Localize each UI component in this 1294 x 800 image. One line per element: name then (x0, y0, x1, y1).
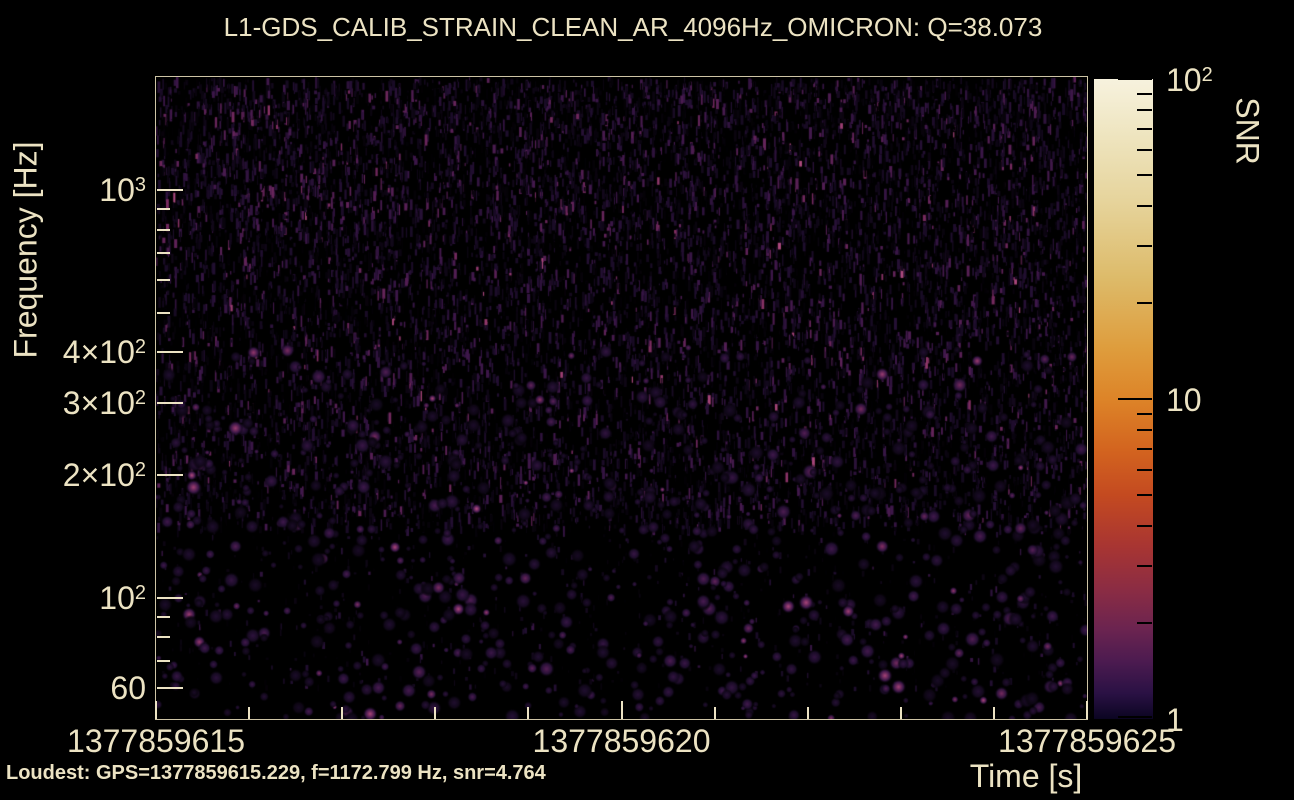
colorbar-minor-tick (1137, 565, 1152, 568)
y-axis-major-tick (157, 596, 183, 599)
y-axis-minor-tick (157, 636, 170, 639)
colorbar-major-tick (1118, 398, 1152, 400)
colorbar-tick-label: 10 (1166, 382, 1202, 418)
colorbar-minor-tick (1137, 447, 1152, 450)
loudest-annotation: Loudest: GPS=1377859615.229, f=1172.799 … (6, 762, 546, 784)
colorbar-minor-tick (1137, 148, 1152, 151)
x-axis-tick-label: 1377859625 (998, 723, 1176, 759)
colorbar-minor-tick (1137, 494, 1152, 497)
x-axis-major-tick (1086, 701, 1088, 719)
exponent: 2 (134, 387, 146, 410)
x-axis-minor-tick (434, 707, 437, 719)
x-axis-tick-label: 1377859620 (532, 723, 711, 759)
y-axis-minor-tick (157, 279, 170, 282)
y-axis-tick-label: 103 (99, 171, 146, 208)
colorbar-minor-tick (1137, 412, 1152, 415)
y-axis-major-tick (157, 188, 183, 191)
y-axis-major-tick (157, 474, 183, 477)
y-axis-major-tick (157, 687, 183, 690)
y-axis-tick-label: 60 (110, 670, 146, 707)
exponent: 2 (134, 336, 146, 359)
y-axis-minor-tick (157, 207, 170, 210)
exponent: 2 (134, 581, 146, 604)
plot-frame (155, 76, 1088, 720)
exponent: 3 (134, 173, 146, 196)
colorbar-minor-tick (1137, 92, 1152, 95)
y-axis-minor-tick (157, 311, 170, 314)
colorbar-tick-label: 102 (1166, 62, 1213, 98)
exponent: 2 (1201, 64, 1213, 86)
colorbar-minor-tick (1137, 127, 1152, 130)
y-axis-minor-tick (157, 252, 170, 255)
y-axis-major-tick (157, 351, 183, 354)
x-axis-minor-tick (527, 707, 530, 719)
colorbar-minor-tick (1137, 109, 1152, 111)
x-axis-minor-tick (248, 707, 251, 719)
y-axis-tick-label: 102 (99, 579, 146, 616)
colorbar-major-tick (1118, 716, 1152, 718)
colorbar-minor-tick (1137, 429, 1152, 431)
spectrogram-canvas (156, 77, 1087, 719)
y-axis-minor-tick (157, 228, 170, 231)
colorbar-minor-tick (1137, 301, 1152, 304)
colorbar-minor-tick (1137, 525, 1152, 528)
x-axis-tick-label: 1377859615 (67, 723, 245, 759)
y-axis-major-tick (157, 402, 183, 405)
colorbar-minor-tick (1137, 205, 1152, 208)
colorbar-minor-tick (1137, 245, 1152, 248)
colorbar-minor-tick (1137, 621, 1152, 624)
x-axis-minor-tick (341, 707, 344, 719)
colorbar-minor-tick (1137, 174, 1152, 177)
x-axis-major-tick (620, 701, 623, 719)
x-axis-minor-tick (806, 707, 809, 719)
y-axis-tick-label: 2×102 (62, 457, 146, 494)
colorbar-minor-tick (1137, 468, 1152, 471)
x-axis-minor-tick (992, 707, 995, 719)
colorbar-major-tick (1118, 78, 1152, 80)
y-axis-minor-tick (157, 615, 170, 618)
x-axis-minor-tick (899, 707, 902, 719)
x-axis-minor-tick (713, 707, 716, 719)
x-axis-major-tick (155, 701, 157, 719)
plot-title: L1-GDS_CALIB_STRAIN_CLEAN_AR_4096Hz_OMIC… (223, 12, 1043, 42)
exponent: 2 (134, 459, 146, 482)
y-axis-tick-label: 4×102 (62, 334, 146, 371)
x-axis-title: Time [s] (969, 758, 1083, 794)
y-axis-minor-tick (157, 660, 170, 663)
y-axis-tick-label: 3×102 (62, 385, 146, 422)
colorbar-tick-label: 1 (1166, 702, 1184, 738)
colorbar-title: SNR (1229, 97, 1266, 165)
